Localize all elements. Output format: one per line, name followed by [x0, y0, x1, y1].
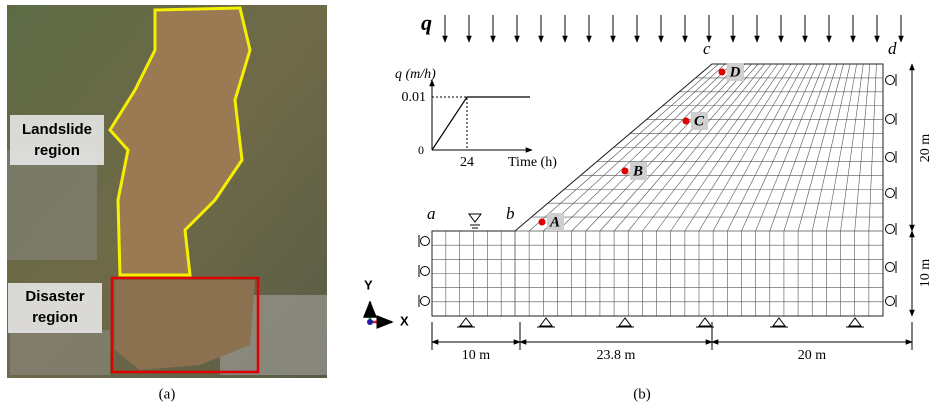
dimension-lines [432, 64, 912, 350]
dimension-label: 20 m [798, 348, 827, 363]
label: Landslide [22, 121, 92, 138]
figure: Landslide region Disaster region (a) q q… [0, 0, 936, 408]
point-label: B [632, 163, 643, 179]
dimension-label: 10 m [918, 259, 933, 288]
boundary [419, 15, 901, 327]
axis-label: X [400, 313, 409, 328]
water-level [469, 214, 481, 222]
roller [421, 237, 430, 246]
pin [773, 318, 785, 326]
point-label: C [694, 113, 705, 129]
roller [421, 297, 430, 306]
corner-label: b [506, 204, 515, 223]
monitor-point [683, 118, 690, 125]
pin [619, 318, 631, 326]
pin [460, 318, 472, 326]
corner-label: d [888, 39, 897, 58]
point-label: D [729, 64, 741, 80]
corner-label: c [703, 39, 711, 58]
label: region [34, 142, 80, 159]
corner-label: a [427, 204, 436, 223]
roller [886, 263, 895, 272]
inset-tick: 24 [460, 155, 474, 170]
roller [886, 76, 895, 85]
inset-tick: 0.01 [402, 90, 427, 105]
point-label: A [549, 214, 560, 230]
mesh [432, 64, 883, 316]
roller [886, 189, 895, 198]
inset-graph [432, 80, 532, 150]
axis-triad [367, 302, 392, 325]
label: Disaster [25, 288, 84, 305]
monitor-point [622, 168, 629, 175]
dimension-label: 23.8 m [597, 348, 636, 363]
pin [540, 318, 552, 326]
outline [432, 64, 883, 316]
load-label: q [421, 10, 432, 35]
roller [886, 153, 895, 162]
roller [886, 225, 895, 234]
roller [421, 267, 430, 276]
caption: (b) [633, 386, 651, 402]
inset-y-label: q (m/h) [395, 67, 436, 82]
monitor-point [539, 219, 546, 226]
inset-tick: 0 [418, 143, 424, 157]
pin [699, 318, 711, 326]
roller [886, 115, 895, 124]
dimension-label: 20 m [918, 134, 933, 163]
photo: Landslide region Disaster region [7, 5, 327, 378]
pin [849, 318, 861, 326]
roller [886, 297, 895, 306]
caption: (a) [159, 386, 176, 402]
monitor-point [719, 69, 726, 76]
inset-x-label: Time (h) [508, 155, 557, 170]
dimension-label: 10 m [462, 348, 491, 363]
axis-label: Y [364, 277, 373, 292]
label: region [32, 309, 78, 326]
